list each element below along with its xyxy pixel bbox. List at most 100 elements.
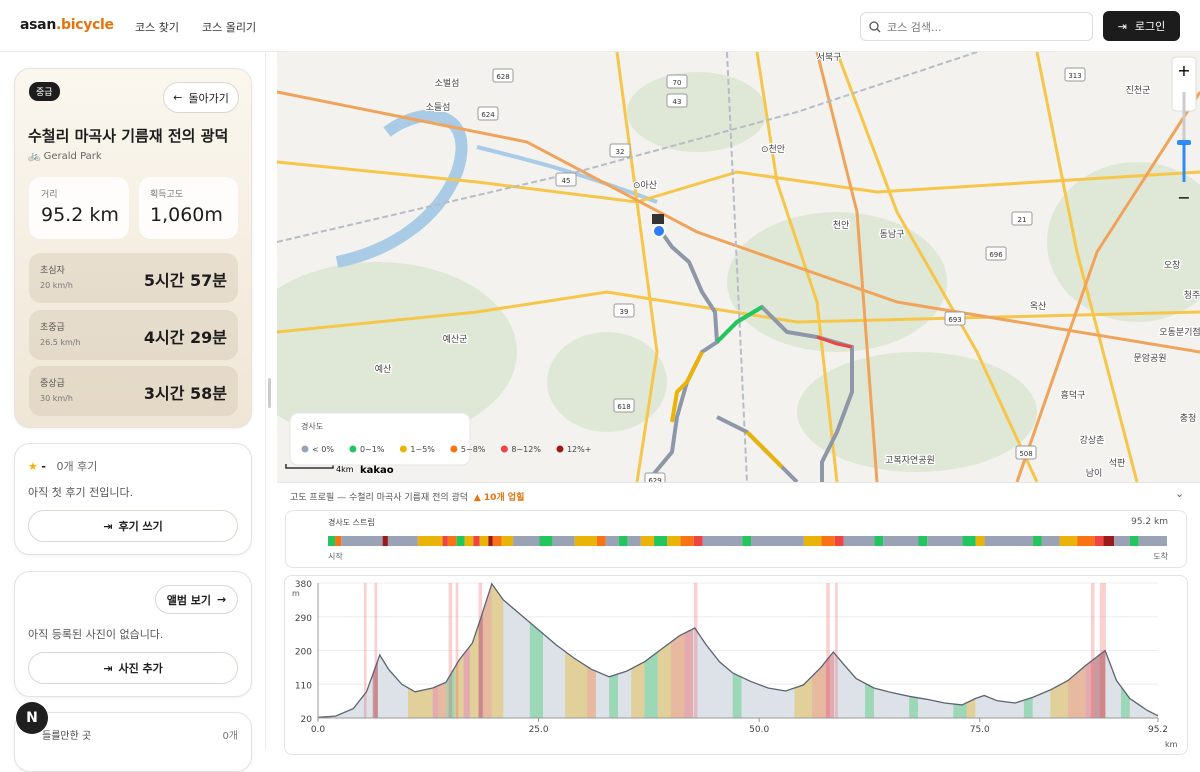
strip-segment bbox=[488, 536, 493, 546]
strip-card: 경사도 스트립 95.2 km 시작 도착 bbox=[285, 510, 1187, 568]
legend-swatch bbox=[301, 445, 309, 453]
legend-label: 5~8% bbox=[461, 445, 486, 454]
profile-header[interactable]: 고도 프로필 — 수철리 마곡사 기름재 전의 광덕 ▲ 10개 업힐 ⌄ bbox=[277, 482, 1200, 508]
map-label: 예산 bbox=[375, 364, 392, 375]
map-label: ⊙천안 bbox=[761, 144, 785, 155]
legend-swatch bbox=[349, 445, 357, 453]
legend-items: < 0% 0~1% 1~5% 5~8% 8~12% 12%+ bbox=[301, 445, 591, 454]
header bbox=[0, 0, 1200, 52]
profile-title-text: 고도 프로필 — 수철리 마곡사 기름재 전의 광덕 bbox=[290, 493, 469, 503]
course-author: 🚲 Gerald Park bbox=[28, 151, 102, 162]
strip-segment bbox=[883, 536, 919, 546]
map-brand: kakao bbox=[360, 465, 394, 476]
map-label: 소들섬 bbox=[426, 102, 451, 113]
time-speed: 30 km/h bbox=[40, 394, 73, 403]
zoom-in[interactable]: + bbox=[1177, 61, 1190, 80]
zoom-handle[interactable] bbox=[1177, 140, 1191, 145]
search-icon bbox=[869, 21, 881, 33]
road-number: 508 bbox=[1019, 450, 1032, 458]
map-label: 진천군 bbox=[1126, 85, 1151, 96]
strip-segment bbox=[1077, 536, 1095, 546]
time-level: 중상급 bbox=[40, 379, 65, 389]
road-number: 696 bbox=[989, 251, 1003, 259]
time-level: 초중급 bbox=[40, 323, 65, 333]
road-shield bbox=[555, 172, 577, 187]
strip-segment bbox=[1103, 536, 1115, 546]
strip-segment bbox=[927, 536, 963, 546]
x-tick-label: 50.0 bbox=[749, 725, 769, 735]
profile-title: 고도 프로필 — 수철리 마곡사 기름재 전의 광덕 ▲ 10개 업힐 bbox=[290, 490, 524, 503]
strip-segment bbox=[1129, 536, 1139, 546]
star-icon: ★ bbox=[28, 460, 38, 473]
map-label: 흥덕구 bbox=[1061, 389, 1086, 401]
logo[interactable]: asan.bicycle bbox=[20, 17, 114, 33]
road-number: 45 bbox=[562, 177, 571, 185]
scale-label: 4km bbox=[336, 465, 354, 474]
strip-segment bbox=[574, 536, 597, 546]
photo-button-label: 사진 추가 bbox=[118, 662, 163, 675]
strip-segment bbox=[552, 536, 575, 546]
strip-segment bbox=[335, 536, 342, 546]
gradient-strip bbox=[328, 536, 1167, 546]
strip-segment bbox=[464, 536, 474, 546]
y-tick-label: 200 bbox=[295, 648, 312, 658]
uphill-band bbox=[1099, 583, 1106, 718]
stat-value: 1,060m bbox=[150, 204, 223, 226]
legend-label: 0~1% bbox=[360, 445, 385, 454]
strip-segment bbox=[918, 536, 928, 546]
roads bbox=[277, 52, 1200, 482]
places-label: 들를만한 곳 bbox=[42, 731, 92, 742]
legend-label: < 0% bbox=[312, 445, 334, 454]
grade-band bbox=[469, 583, 479, 718]
y-tick-label: 380 bbox=[295, 580, 312, 590]
time-value: 4시간 29분 bbox=[143, 328, 227, 347]
strip-segment bbox=[501, 536, 514, 546]
photo-empty: 아직 등록된 사진이 없습니다. bbox=[28, 628, 164, 641]
search-box[interactable]: 코스 검색... bbox=[860, 12, 1093, 41]
strip-segment bbox=[702, 536, 743, 546]
strip-segment bbox=[447, 536, 457, 546]
route-grade bbox=[715, 305, 764, 344]
time-level: 초심자 bbox=[40, 266, 65, 276]
back-button[interactable]: ← 돌아가기 bbox=[163, 82, 239, 113]
strip-segment bbox=[640, 536, 655, 546]
y-tick-label: 20 bbox=[301, 715, 313, 725]
x-tick-label: 95.2 bbox=[1148, 725, 1168, 735]
photo-button[interactable]: ⇥ 사진 추가 bbox=[28, 652, 238, 684]
strip-segment bbox=[962, 536, 976, 546]
strip-segment bbox=[843, 536, 875, 546]
logo-accent: .bicycle bbox=[56, 17, 114, 33]
road-shield bbox=[613, 303, 635, 318]
legend-label: 12%+ bbox=[567, 445, 591, 454]
grade-band bbox=[483, 583, 492, 718]
highways bbox=[277, 52, 1200, 482]
album-button[interactable]: 앨범 보기 → bbox=[155, 585, 238, 614]
map-label: 천안 bbox=[833, 220, 850, 231]
nav-link[interactable]: 코스 찾기 bbox=[135, 21, 179, 34]
zoom-out[interactable]: − bbox=[1177, 188, 1190, 207]
album-icon: → bbox=[217, 593, 227, 606]
finish-flag[interactable] bbox=[652, 214, 664, 224]
collapse-icon[interactable]: ⌄ bbox=[1175, 487, 1185, 500]
dev-badge[interactable]: N bbox=[16, 702, 48, 734]
scrollbar[interactable] bbox=[268, 378, 271, 408]
strip-segment bbox=[328, 536, 336, 546]
login-button[interactable]: ⇥ 로그인 bbox=[1103, 11, 1180, 41]
road-shield bbox=[613, 398, 635, 413]
road-shield bbox=[1064, 67, 1086, 82]
railways bbox=[277, 52, 978, 482]
nav-link[interactable]: 코스 올리기 bbox=[202, 21, 257, 34]
login-icon: ⇥ bbox=[1117, 19, 1127, 33]
start-marker[interactable] bbox=[652, 224, 666, 238]
review-button[interactable]: ⇥ 후기 쓰기 bbox=[28, 510, 238, 542]
legend-swatch bbox=[399, 445, 407, 453]
strip-segment bbox=[382, 536, 388, 546]
road-number: 624 bbox=[481, 111, 495, 119]
map-label: 옥산 bbox=[1030, 301, 1047, 312]
legend-label: 1~5% bbox=[410, 445, 435, 454]
uphill-band bbox=[835, 583, 838, 718]
road-number: 21 bbox=[1018, 216, 1027, 224]
